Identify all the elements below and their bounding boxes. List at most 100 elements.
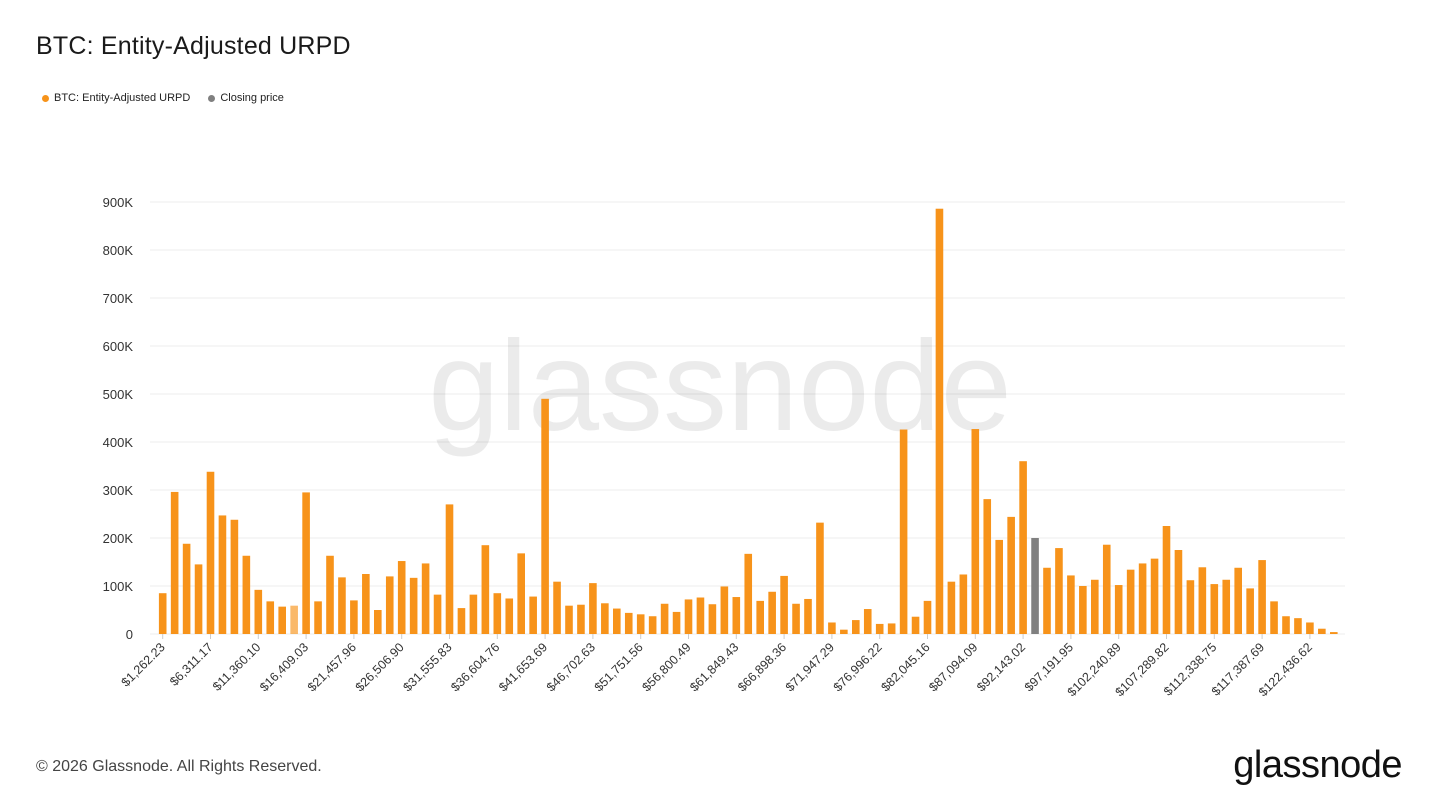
bar[interactable]	[1258, 560, 1266, 634]
bar[interactable]	[445, 504, 454, 634]
bar[interactable]	[863, 609, 872, 634]
bar[interactable]	[648, 616, 657, 634]
legend-item-urpd[interactable]: BTC: Entity-Adjusted URPD	[42, 92, 190, 104]
bar[interactable]	[672, 611, 681, 634]
bar[interactable]	[1007, 516, 1015, 634]
bar[interactable]	[816, 522, 824, 634]
bar[interactable]	[1019, 461, 1027, 634]
legend-item-closing-price[interactable]: Closing price	[208, 92, 284, 104]
bar[interactable]	[1330, 632, 1338, 634]
bar[interactable]	[1186, 580, 1195, 634]
bar[interactable]	[756, 600, 764, 634]
bar[interactable]	[1079, 586, 1087, 634]
bar[interactable]	[589, 583, 597, 634]
bar[interactable]	[1198, 567, 1207, 634]
bar[interactable]	[1306, 622, 1314, 634]
bar[interactable]	[732, 597, 741, 634]
bar[interactable]	[206, 471, 215, 634]
bar[interactable]	[326, 555, 334, 634]
closing-price-bar[interactable]	[1031, 538, 1039, 634]
bar[interactable]	[601, 603, 609, 634]
bar[interactable]	[194, 564, 203, 634]
bar[interactable]	[971, 429, 980, 634]
bar[interactable]	[457, 608, 466, 634]
bar[interactable]	[1150, 558, 1159, 634]
bar[interactable]	[493, 593, 502, 634]
bar[interactable]	[1174, 550, 1183, 634]
bar[interactable]	[1270, 601, 1278, 634]
bar[interactable]	[278, 606, 286, 634]
bar[interactable]	[744, 553, 753, 634]
bar[interactable]	[660, 603, 669, 634]
bar[interactable]	[338, 577, 346, 634]
bar[interactable]	[923, 600, 932, 634]
bar[interactable]	[314, 601, 322, 634]
bar[interactable]	[481, 545, 490, 634]
bar[interactable]	[374, 610, 382, 634]
bar[interactable]	[1067, 575, 1075, 634]
bar[interactable]	[935, 208, 944, 634]
bar[interactable]	[1043, 567, 1051, 634]
bar[interactable]	[1210, 584, 1219, 634]
bar[interactable]	[433, 594, 442, 634]
bar[interactable]	[804, 598, 812, 634]
bar[interactable]	[1091, 579, 1099, 634]
bar[interactable]	[696, 597, 705, 634]
bar[interactable]	[397, 561, 406, 634]
bar[interactable]	[553, 581, 561, 634]
bar[interactable]	[350, 600, 358, 634]
bar[interactable]	[720, 586, 729, 634]
glassnode-logo[interactable]: glassnode	[1233, 744, 1402, 786]
bar[interactable]	[624, 612, 633, 634]
bar[interactable]	[158, 593, 167, 634]
bar[interactable]	[266, 601, 275, 634]
bar[interactable]	[362, 574, 370, 634]
bar[interactable]	[541, 398, 549, 634]
bar[interactable]	[852, 620, 860, 634]
bar[interactable]	[1282, 616, 1290, 634]
bar[interactable]	[911, 616, 920, 634]
bar[interactable]	[302, 492, 310, 634]
bar[interactable]	[1102, 544, 1111, 634]
bar[interactable]	[684, 599, 693, 634]
bar[interactable]	[959, 574, 968, 634]
bar[interactable]	[469, 594, 478, 634]
bar[interactable]	[887, 623, 896, 634]
bar[interactable]	[254, 589, 263, 634]
bar[interactable]	[768, 591, 776, 634]
bar[interactable]	[1222, 579, 1231, 634]
bar[interactable]	[290, 605, 298, 634]
bar[interactable]	[218, 515, 227, 634]
bar[interactable]	[1055, 548, 1063, 634]
bar[interactable]	[242, 555, 251, 634]
bar[interactable]	[1318, 628, 1326, 634]
bar[interactable]	[1234, 567, 1242, 634]
bar[interactable]	[613, 608, 621, 634]
bar[interactable]	[529, 596, 537, 634]
bar[interactable]	[421, 563, 430, 634]
bar[interactable]	[840, 629, 848, 634]
bar[interactable]	[947, 581, 956, 634]
bar[interactable]	[1162, 526, 1171, 634]
bar[interactable]	[780, 575, 788, 634]
bar[interactable]	[230, 519, 239, 634]
bar[interactable]	[899, 429, 908, 634]
bar[interactable]	[995, 539, 1003, 634]
bar[interactable]	[1114, 585, 1123, 634]
bar[interactable]	[1138, 563, 1147, 634]
bar[interactable]	[565, 605, 573, 634]
bar[interactable]	[1126, 569, 1135, 634]
bar[interactable]	[505, 598, 514, 634]
bar[interactable]	[170, 491, 179, 634]
bar[interactable]	[708, 604, 717, 634]
bar[interactable]	[875, 623, 884, 634]
bar[interactable]	[636, 614, 645, 634]
bar[interactable]	[182, 543, 191, 634]
bar[interactable]	[577, 604, 585, 634]
bar[interactable]	[828, 622, 836, 634]
bar[interactable]	[385, 576, 394, 634]
bar[interactable]	[1246, 588, 1254, 634]
bar[interactable]	[983, 499, 992, 634]
bar[interactable]	[409, 577, 418, 634]
bar[interactable]	[1294, 618, 1302, 634]
